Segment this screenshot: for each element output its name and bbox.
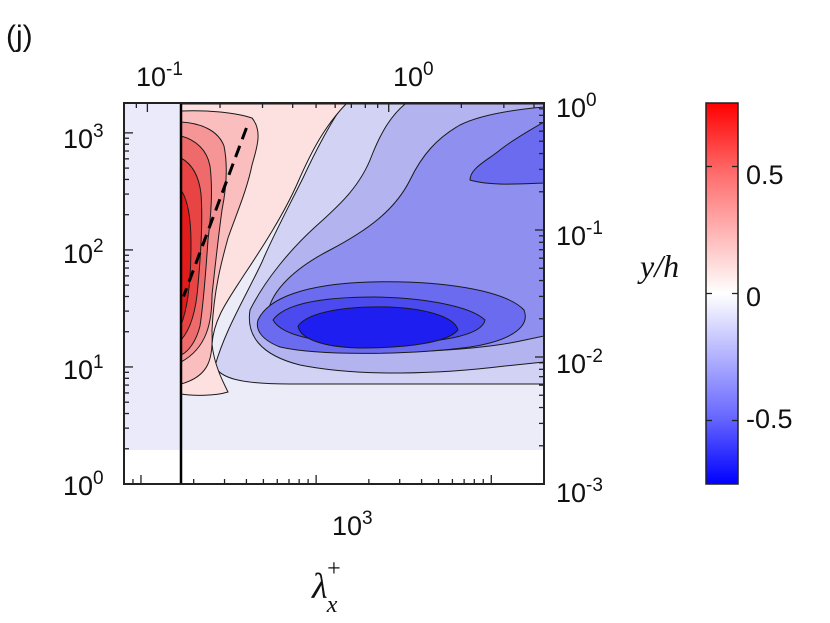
colorbar-tick-label-0: 0 xyxy=(746,282,761,312)
colorbar-tick-label-0.5: 0.5 xyxy=(746,160,784,190)
bottom-x-tick-labels: 103 xyxy=(332,508,373,541)
top-x-tick-label-1: 100 xyxy=(393,59,434,92)
right-y-tick-label-0.001: 10-3 xyxy=(556,475,603,508)
top-x-tick-labels: 10-1 100 xyxy=(136,59,434,92)
colorbar-tick-marks xyxy=(706,165,738,422)
plot-frame xyxy=(123,102,545,485)
right-y-tick-labels: 10-3 10-2 10-1 100 xyxy=(556,90,603,508)
top-x-tick-label-0.1: 10-1 xyxy=(136,59,183,92)
y-tick-label-1000: 103 xyxy=(63,121,104,154)
y-tick-label-10: 101 xyxy=(63,352,104,385)
y-tick-label-100: 102 xyxy=(63,236,104,269)
colorbar-tick-label-neg0.5: -0.5 xyxy=(746,404,793,434)
x-axis-label: λ+ x xyxy=(311,556,342,618)
colorbar: 0.5 0 -0.5 y/h xyxy=(637,102,793,485)
y-tick-label-1: 100 xyxy=(63,468,104,501)
left-strip xyxy=(124,103,181,450)
right-y-tick-label-1: 100 xyxy=(556,90,597,123)
colorbar-label: y/h xyxy=(637,248,679,284)
right-y-tick-label-0.1: 10-1 xyxy=(556,218,603,251)
plot-area xyxy=(123,102,545,485)
axis-tick-marks xyxy=(123,102,545,485)
negative-contour-upper-pocket xyxy=(469,121,544,185)
negative-contour-level-6 xyxy=(297,306,459,349)
panel-label: (j) xyxy=(6,20,33,53)
positive-contour-level-6 xyxy=(180,188,192,326)
right-y-tick-label-0.01: 10-2 xyxy=(556,346,603,379)
left-y-tick-labels: 100 101 102 103 xyxy=(63,121,104,501)
dashed-reference-line xyxy=(182,127,248,298)
x-tick-label-1000: 103 xyxy=(332,508,373,541)
